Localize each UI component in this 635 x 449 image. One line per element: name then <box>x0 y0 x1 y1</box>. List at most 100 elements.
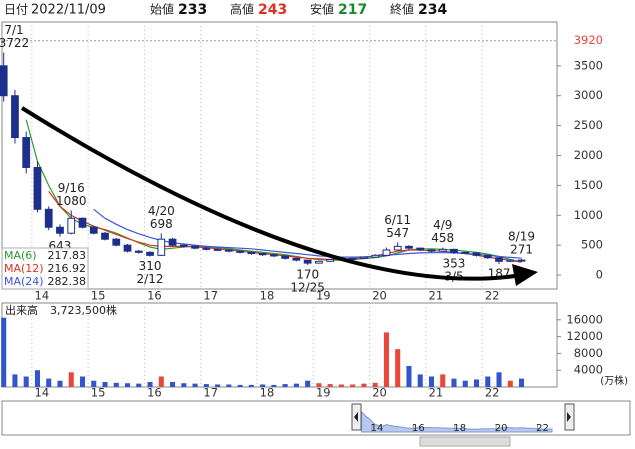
navigator-tick-label: 20 <box>495 423 508 434</box>
volume-bar <box>136 383 142 387</box>
volume-bar <box>248 384 254 387</box>
y-tick-label: 1000 <box>574 208 603 222</box>
field-label: 終値 <box>390 2 414 17</box>
annotation-value: 310 <box>139 259 162 273</box>
candle-body <box>0 65 8 97</box>
volume-bar <box>361 383 367 387</box>
volume-unit: (万株) <box>600 374 628 387</box>
candle-body <box>360 256 368 259</box>
volume-bar <box>271 384 277 387</box>
volume-bar <box>113 382 119 387</box>
navigator-handle-arrow <box>354 412 358 422</box>
volume-bar <box>485 376 491 387</box>
y-tick-label: 0 <box>596 268 603 282</box>
volume-title: 出来高 <box>5 303 38 317</box>
volume-bar <box>12 374 18 387</box>
annotation-value: 3722 <box>0 36 29 50</box>
volume-bar <box>23 376 29 387</box>
candle-body <box>506 259 515 262</box>
volume-bar <box>440 374 446 387</box>
annotation-value: 1080 <box>56 194 87 208</box>
candle-body <box>269 254 278 257</box>
field-value: 234 <box>418 2 447 18</box>
volume-bar <box>147 381 153 387</box>
y-tick-label: 3500 <box>574 58 603 72</box>
annotation-date: 4/9 <box>433 218 452 232</box>
annotation-date: 12/25 <box>290 280 325 294</box>
volume-bar <box>428 376 435 387</box>
legend-name: MA(6) <box>4 249 37 262</box>
volume-bar <box>57 380 63 387</box>
candle-body <box>157 238 166 256</box>
candle-body <box>112 238 121 246</box>
candle-body <box>146 251 154 256</box>
candle-body <box>101 232 109 240</box>
candle-body <box>22 137 31 168</box>
volume-bar <box>170 381 176 387</box>
navigator-area <box>361 410 553 433</box>
annotation-value: 458 <box>431 231 454 245</box>
x-tick-label: 14 <box>35 289 50 303</box>
candle-body <box>134 250 143 253</box>
volume-bar <box>507 380 513 387</box>
annotation-date: 7/1 <box>4 23 23 37</box>
candle-body <box>348 257 357 260</box>
candle-body <box>427 249 436 252</box>
volume-bar <box>34 370 40 387</box>
candle-body <box>371 254 380 258</box>
scrollbar-thumb[interactable] <box>419 436 511 447</box>
candle-body <box>382 249 391 256</box>
candle-body <box>315 260 323 264</box>
x-tick-label: 19 <box>316 289 331 303</box>
candle-body <box>11 95 19 139</box>
volume-bar <box>203 384 209 387</box>
candle-body <box>78 217 87 228</box>
volume-bar <box>124 383 131 387</box>
navigator-tick-label: 14 <box>371 423 384 434</box>
trend-arrowhead <box>512 264 538 286</box>
trend-arrow <box>20 106 516 281</box>
volume-bar <box>372 382 378 387</box>
candle-body <box>202 247 211 250</box>
candle-body <box>326 259 335 262</box>
volume-subtitle: 3,723,500株 <box>50 303 117 317</box>
candle-body <box>33 166 42 210</box>
annotation-date: 9/16 <box>58 181 85 195</box>
candle-body <box>461 251 470 254</box>
volume-bar <box>192 383 198 387</box>
volume-bar <box>181 383 187 387</box>
y-tick-label: 2000 <box>574 148 603 162</box>
candle-body <box>191 245 199 249</box>
candle-body <box>224 249 233 252</box>
x-tick-label: 18 <box>260 386 275 400</box>
volume-bar <box>226 384 232 387</box>
candle-body <box>247 251 256 255</box>
volume-bar <box>395 349 401 387</box>
annotation-value: 353 <box>443 256 466 270</box>
volume-bar <box>79 376 86 387</box>
volume-bar <box>46 378 52 387</box>
y-tick-label: 2500 <box>574 118 603 132</box>
legend-box <box>1 247 89 290</box>
field-label: 高値 <box>230 2 254 17</box>
annotation-value: 271 <box>510 242 533 256</box>
x-tick-label: 18 <box>260 289 275 303</box>
y-tick-label: 500 <box>581 238 603 252</box>
volume-bar <box>327 384 333 387</box>
x-tick-label: 16 <box>147 386 162 400</box>
field-label: 始値 <box>150 2 174 17</box>
x-tick-label: 19 <box>316 386 331 400</box>
y-tick-label: 1500 <box>574 178 603 192</box>
candle-body <box>213 248 222 251</box>
x-tick-label: 21 <box>429 289 444 303</box>
candle-body <box>517 259 526 262</box>
field-value: 243 <box>258 2 287 18</box>
y-tick-label: 3000 <box>574 88 603 102</box>
annotation-date: 2/12 <box>137 272 164 286</box>
volume-bar <box>519 378 525 387</box>
volume-bar <box>338 384 344 387</box>
reference-label: 3920 <box>574 33 603 47</box>
volume-bar <box>350 384 356 387</box>
